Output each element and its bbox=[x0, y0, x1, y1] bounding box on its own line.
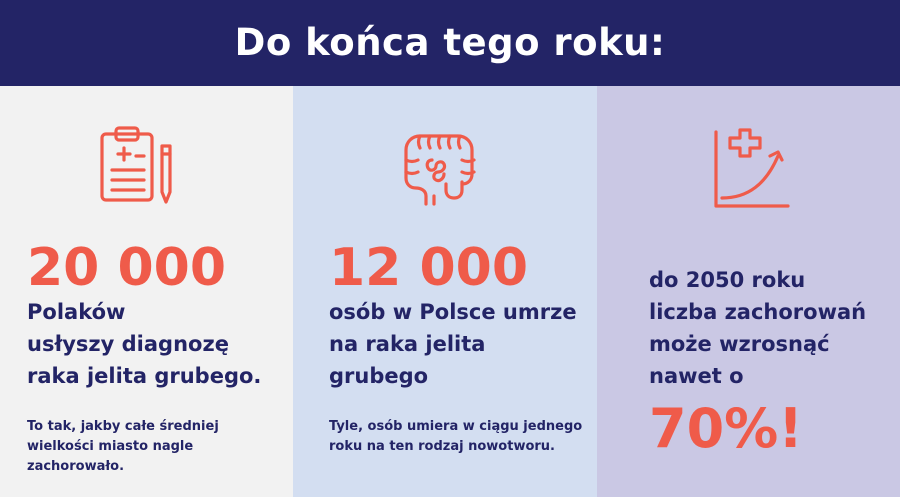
stat-note-line: Tyle, osób umiera w ciągu jednego bbox=[329, 419, 583, 434]
stat-description-line: osób w Polsce umrze bbox=[329, 300, 577, 324]
clipboard-medical-icon bbox=[100, 126, 172, 204]
stat-note-line: wielkości miasto nagle bbox=[27, 439, 194, 454]
stat-note: Tyle, osób umiera w ciągu jednego roku n… bbox=[329, 417, 591, 457]
stat-description: osób w Polsce umrze na raka jelita grube… bbox=[329, 296, 591, 392]
stat-description-line: Polaków bbox=[27, 300, 126, 324]
stat-column-deaths: 12 000 osób w Polsce umrze na raka jelit… bbox=[293, 86, 597, 497]
stat-description-line: do 2050 roku bbox=[649, 268, 806, 292]
stat-description-line: raka jelita grubego. bbox=[27, 364, 262, 388]
stat-number: 70%! bbox=[649, 397, 803, 460]
stat-note: To tak, jakby całe średniej wielkości mi… bbox=[27, 417, 257, 477]
stat-note-line: roku na ten rodzaj nowotworu. bbox=[329, 439, 555, 454]
stat-number: 12 000 bbox=[329, 238, 529, 298]
stat-description-line: może wzrosnąć bbox=[649, 332, 830, 356]
growth-chart-medical-icon bbox=[714, 128, 790, 208]
stat-description-line: liczba zachorowań bbox=[649, 300, 867, 324]
page-title: Do końca tego roku: bbox=[234, 20, 666, 64]
intestine-icon bbox=[404, 134, 476, 206]
stat-number: 20 000 bbox=[27, 238, 227, 298]
stat-description-line: grubego bbox=[329, 364, 429, 388]
stat-note-line: zachorowało. bbox=[27, 459, 125, 474]
stat-description-line: usłyszy diagnozę bbox=[27, 332, 229, 356]
header-banner: Do końca tego roku: bbox=[0, 0, 900, 86]
stat-description: Polaków usłyszy diagnozę raka jelita gru… bbox=[27, 296, 287, 392]
stat-description-line: na raka jelita bbox=[329, 332, 486, 356]
stat-column-diagnoses: 20 000 Polaków usłyszy diagnozę raka jel… bbox=[0, 86, 293, 497]
stat-description: do 2050 roku liczba zachorowań może wzro… bbox=[649, 264, 894, 392]
stat-column-forecast: do 2050 roku liczba zachorowań może wzro… bbox=[597, 86, 900, 497]
stat-columns: 20 000 Polaków usłyszy diagnozę raka jel… bbox=[0, 86, 900, 497]
stat-description-line: nawet o bbox=[649, 364, 744, 388]
stat-note-line: To tak, jakby całe średniej bbox=[27, 419, 219, 434]
